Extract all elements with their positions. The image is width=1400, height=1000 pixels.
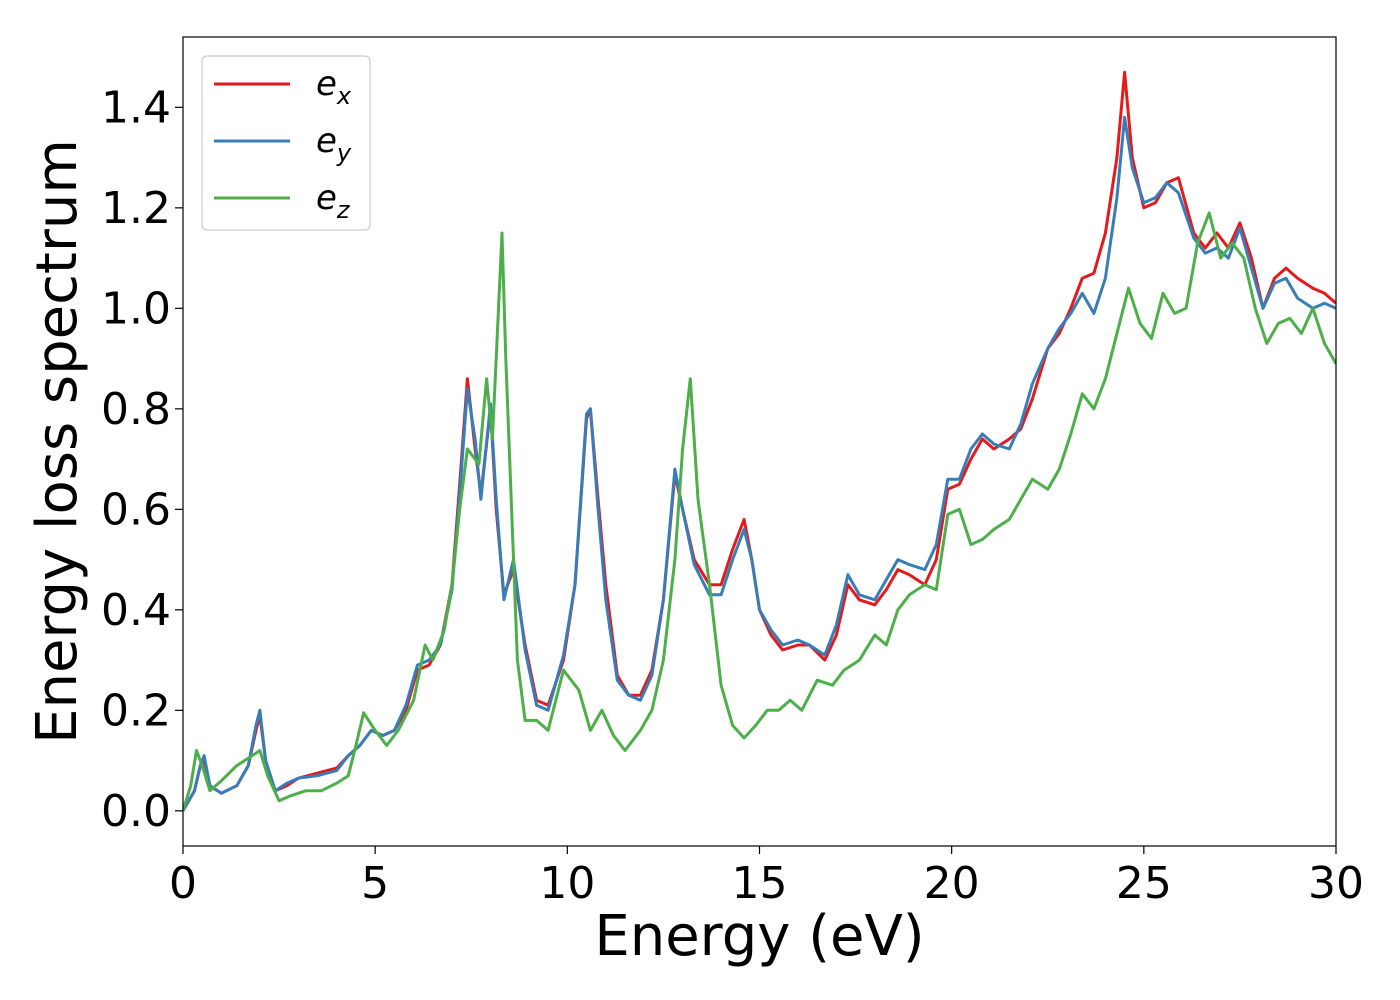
x-tick-label: 5 bbox=[361, 858, 389, 909]
legend-label-ez: ez bbox=[316, 178, 351, 224]
y-tick-label: 1.2 bbox=[101, 183, 171, 234]
legend-box bbox=[201, 55, 371, 231]
y-axis-title: Energy loss spectrum bbox=[25, 139, 90, 744]
x-tick-label: 25 bbox=[1116, 858, 1172, 909]
series-line-ey bbox=[183, 115, 1336, 812]
y-tick-label: 0.8 bbox=[101, 384, 171, 435]
x-tick-label: 0 bbox=[169, 858, 197, 909]
x-tick-label: 30 bbox=[1308, 858, 1364, 909]
y-tick-label: 1.0 bbox=[101, 283, 171, 334]
legend-label-ex: ex bbox=[316, 64, 352, 110]
ticks-layer: 0 5 10 15 20 25 30 0.0 0.2 0.4 0.6 0.8 1.0 1.2 1.4 bbox=[101, 82, 1364, 909]
x-axis-title: Energy (eV) bbox=[594, 904, 924, 969]
y-tick-label: 1.4 bbox=[101, 82, 171, 133]
x-tick-label: 15 bbox=[732, 858, 788, 909]
legend-label-ey: ey bbox=[316, 121, 352, 167]
y-tick-label: 0.4 bbox=[101, 585, 171, 636]
y-tick-label: 0.2 bbox=[101, 685, 171, 736]
y-tick-label: 0.6 bbox=[101, 484, 171, 535]
legend: ex ey ez bbox=[201, 55, 371, 231]
y-tick-label: 0.0 bbox=[101, 786, 171, 837]
series-layer bbox=[183, 70, 1336, 812]
series-line-ez bbox=[183, 211, 1336, 812]
x-tick-label: 20 bbox=[924, 858, 980, 909]
x-tick-label: 10 bbox=[539, 858, 595, 909]
